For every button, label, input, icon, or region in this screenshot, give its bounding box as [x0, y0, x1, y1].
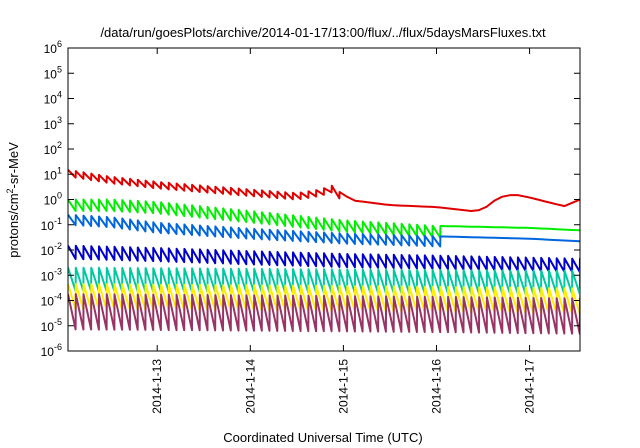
y-tick-base: 10: [44, 93, 58, 107]
y-tick-label: 104: [44, 90, 62, 107]
series-line-3: [68, 214, 580, 248]
x-axis-label: Coordinated Universal Time (UTC): [223, 430, 422, 445]
y-tick-label: 100: [44, 191, 62, 208]
y-tick-label: 105: [44, 64, 62, 81]
y-tick-exponent: -3: [54, 266, 62, 276]
y-tick-base: 10: [41, 295, 55, 309]
series-line-7: [68, 293, 580, 335]
y-tick-exponent: 3: [57, 115, 62, 125]
x-tick-label: 2014-1-13: [150, 359, 164, 414]
y-tick-label: 102: [44, 140, 62, 157]
y-tick-label: 106: [44, 39, 62, 56]
x-tick-label: 2014-1-14: [243, 359, 257, 414]
y-tick-base: 10: [44, 118, 58, 132]
y-axis: 10-610-510-410-310-210-11001011021031041…: [41, 39, 580, 359]
y-tick-base: 10: [41, 219, 55, 233]
series-line-6: [68, 283, 580, 315]
x-tick-label: 2014-1-17: [523, 359, 537, 414]
y-axis-label-rest: -sr-MeV: [6, 142, 21, 189]
y-tick-base: 10: [41, 269, 55, 283]
y-tick-exponent: -5: [54, 317, 62, 327]
series-line-4: [68, 244, 580, 273]
y-tick-exponent: 1: [57, 165, 62, 175]
y-tick-label: 103: [44, 115, 62, 132]
y-tick-label: 10-1: [41, 216, 62, 233]
y-axis-label: protons/cm2-sr-MeV: [5, 142, 21, 258]
y-tick-exponent: -2: [54, 241, 62, 251]
chart-title: /data/run/goesPlots/archive/2014-01-17/1…: [100, 25, 546, 40]
series-layer: [68, 169, 580, 335]
y-tick-base: 10: [44, 194, 58, 208]
y-tick-label: 10-5: [41, 317, 62, 334]
y-tick-label: 10-3: [41, 266, 62, 283]
y-tick-exponent: 2: [57, 140, 62, 150]
series-line-2: [68, 198, 580, 239]
y-tick-base: 10: [41, 244, 55, 258]
y-tick-exponent: 4: [57, 90, 62, 100]
y-tick-base: 10: [41, 320, 55, 334]
y-tick-base: 10: [44, 42, 58, 56]
y-tick-base: 10: [41, 345, 55, 359]
series-line-1: [68, 169, 580, 212]
y-tick-exponent: 6: [57, 39, 62, 49]
y-tick-label: 10-2: [41, 241, 62, 258]
y-axis-label-sup: 2: [5, 188, 15, 193]
series-line-5: [68, 266, 580, 296]
x-tick-label: 2014-1-16: [429, 359, 443, 414]
x-axis: 2014-1-13 2014-1-14 2014-1-15 2014-1-16 2014…: [150, 48, 537, 414]
y-tick-base: 10: [44, 168, 58, 182]
y-tick-label: 10-4: [41, 292, 62, 309]
y-tick-exponent: -6: [54, 342, 62, 352]
y-tick-label: 10-6: [41, 342, 62, 359]
y-tick-base: 10: [44, 67, 58, 81]
y-tick-exponent: -4: [54, 292, 62, 302]
y-axis-label-base: protons/cm: [6, 193, 21, 257]
y-tick-exponent: -1: [54, 216, 62, 226]
y-tick-exponent: 0: [57, 191, 62, 201]
y-tick-base: 10: [44, 143, 58, 157]
y-tick-label: 101: [44, 165, 62, 182]
x-tick-label: 2014-1-15: [336, 359, 350, 414]
y-tick-exponent: 5: [57, 64, 62, 74]
